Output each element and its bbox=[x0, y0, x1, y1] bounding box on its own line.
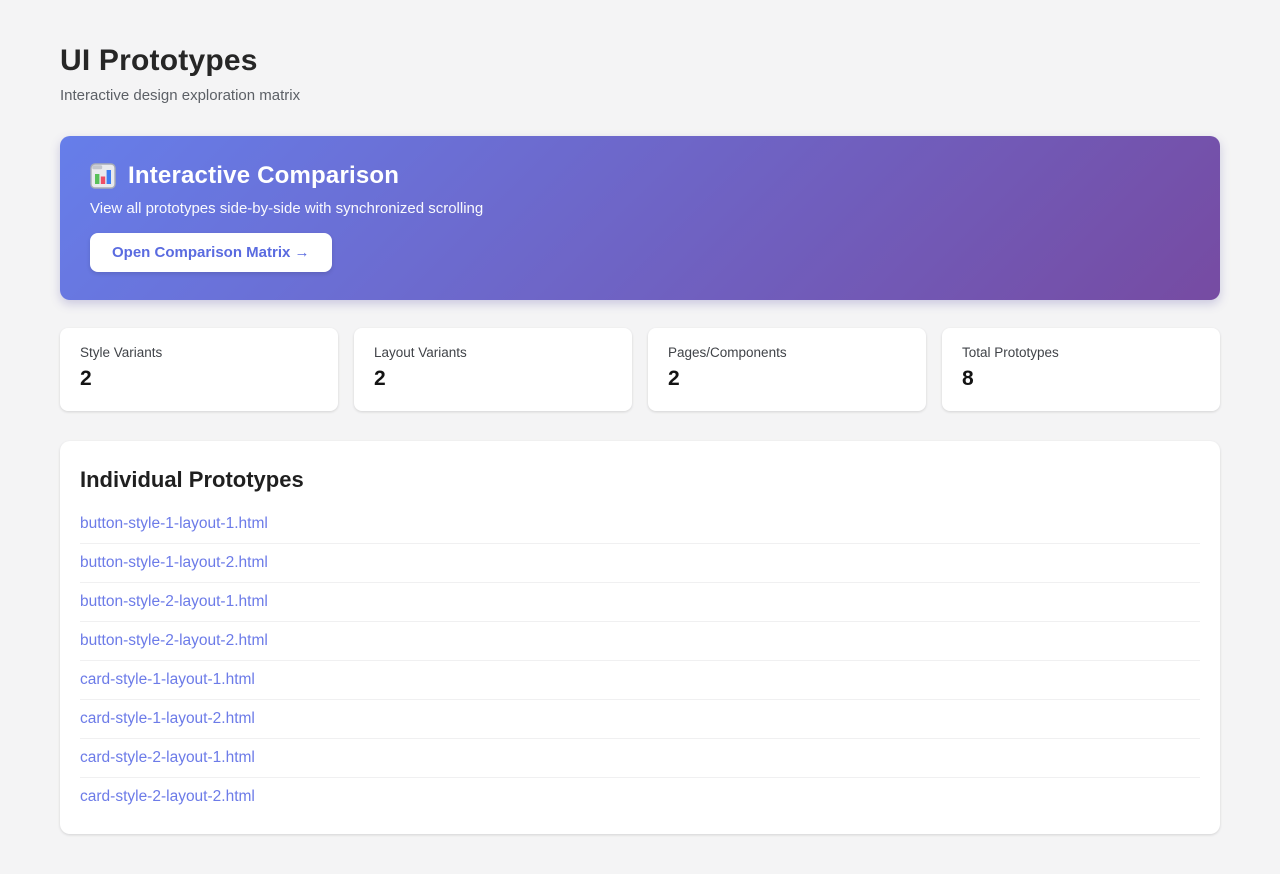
prototype-link[interactable]: card-style-2-layout-2.html bbox=[80, 788, 255, 805]
stat-label: Style Variants bbox=[80, 345, 163, 360]
stat-value: 2 bbox=[668, 367, 680, 390]
stat-card-total-prototypes: Total Prototypes 8 bbox=[942, 328, 1220, 411]
stat-card-layout-variants: Layout Variants 2 bbox=[354, 328, 632, 411]
stat-card-pages-components: Pages/Components 2 bbox=[648, 328, 926, 411]
banner-title: Interactive Comparison bbox=[128, 162, 400, 189]
open-comparison-matrix-button[interactable]: Open Comparison Matrix → bbox=[90, 233, 332, 272]
comparison-banner: Interactive Comparison View all prototyp… bbox=[60, 136, 1220, 300]
list-item: card-style-2-layout-1.html bbox=[80, 739, 1200, 778]
prototype-link[interactable]: card-style-1-layout-1.html bbox=[80, 671, 255, 688]
stat-value: 2 bbox=[374, 367, 386, 390]
stat-label: Layout Variants bbox=[374, 345, 467, 360]
stats-row: Style Variants 2 Layout Variants 2 Pages… bbox=[60, 328, 1220, 411]
stat-label: Pages/Components bbox=[668, 345, 787, 360]
prototype-link[interactable]: button-style-2-layout-2.html bbox=[80, 632, 268, 649]
page-subtitle: Interactive design exploration matrix bbox=[60, 87, 301, 104]
prototype-list: button-style-1-layout-1.html button-styl… bbox=[80, 505, 1200, 816]
list-item: button-style-1-layout-2.html bbox=[80, 544, 1200, 583]
prototype-link[interactable]: button-style-2-layout-1.html bbox=[80, 593, 268, 610]
prototype-link[interactable]: card-style-1-layout-2.html bbox=[80, 710, 255, 727]
stat-value: 2 bbox=[80, 367, 92, 390]
banner-description: View all prototypes side-by-side with sy… bbox=[90, 200, 484, 217]
page-title: UI Prototypes bbox=[60, 44, 258, 77]
prototype-link[interactable]: card-style-2-layout-1.html bbox=[80, 749, 255, 766]
page-container: UI Prototypes Interactive design explora… bbox=[60, 44, 1220, 834]
stat-label: Total Prototypes bbox=[962, 345, 1059, 360]
list-item: card-style-1-layout-2.html bbox=[80, 700, 1200, 739]
individual-prototypes-heading: Individual Prototypes bbox=[80, 467, 304, 492]
list-item: card-style-1-layout-1.html bbox=[80, 661, 1200, 700]
stat-card-style-variants: Style Variants 2 bbox=[60, 328, 338, 411]
list-item: button-style-2-layout-1.html bbox=[80, 583, 1200, 622]
individual-prototypes-card: Individual Prototypes button-style-1-lay… bbox=[60, 441, 1220, 834]
list-item: card-style-2-layout-2.html bbox=[80, 778, 1200, 816]
banner-title-row: Interactive Comparison bbox=[90, 162, 1190, 190]
prototype-link[interactable]: button-style-1-layout-2.html bbox=[80, 554, 268, 571]
prototype-link[interactable]: button-style-1-layout-1.html bbox=[80, 515, 268, 532]
list-item: button-style-1-layout-1.html bbox=[80, 505, 1200, 544]
stat-value: 8 bbox=[962, 367, 974, 390]
bar-chart-icon bbox=[90, 163, 116, 189]
list-item: button-style-2-layout-2.html bbox=[80, 622, 1200, 661]
